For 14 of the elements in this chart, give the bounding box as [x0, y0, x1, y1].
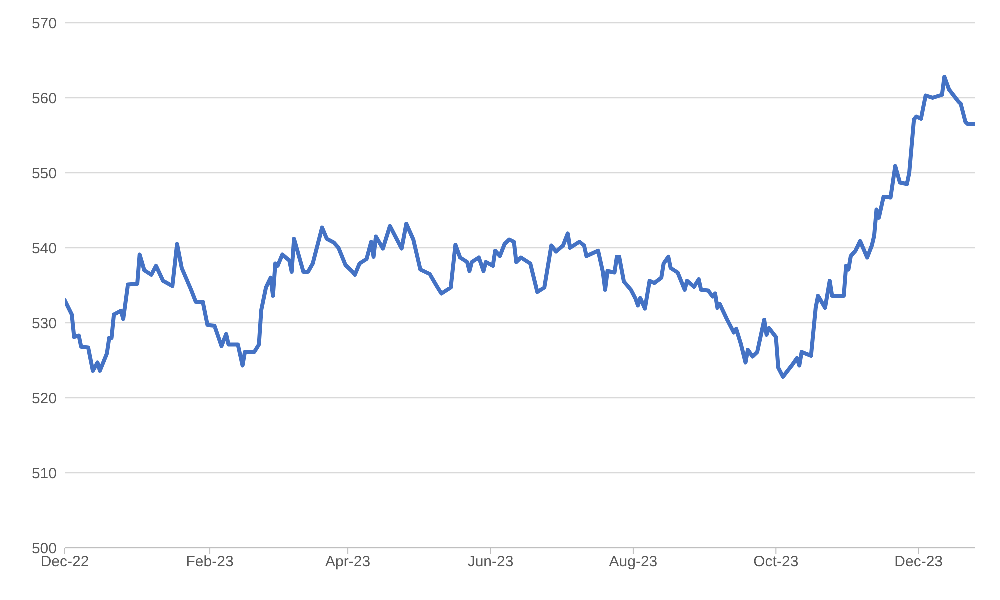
y-tick-label: 530 — [32, 315, 57, 332]
line-series — [65, 75, 975, 379]
y-tick-label: 560 — [32, 90, 57, 108]
x-tick-label: Jun-23 — [468, 554, 514, 571]
x-tick-label: Feb-23 — [186, 554, 234, 571]
y-tick-label: 520 — [32, 390, 57, 408]
x-tick-label: Dec-23 — [894, 554, 944, 571]
x-tick-label: Apr-23 — [326, 554, 371, 571]
y-tick-label: 550 — [32, 165, 57, 182]
y-tick-label: 570 — [32, 15, 57, 32]
x-tick-label: Oct-23 — [754, 554, 799, 571]
x-tick-label: Aug-23 — [609, 554, 658, 571]
y-tick-label: 540 — [32, 240, 57, 258]
y-tick-label: 510 — [32, 465, 57, 482]
